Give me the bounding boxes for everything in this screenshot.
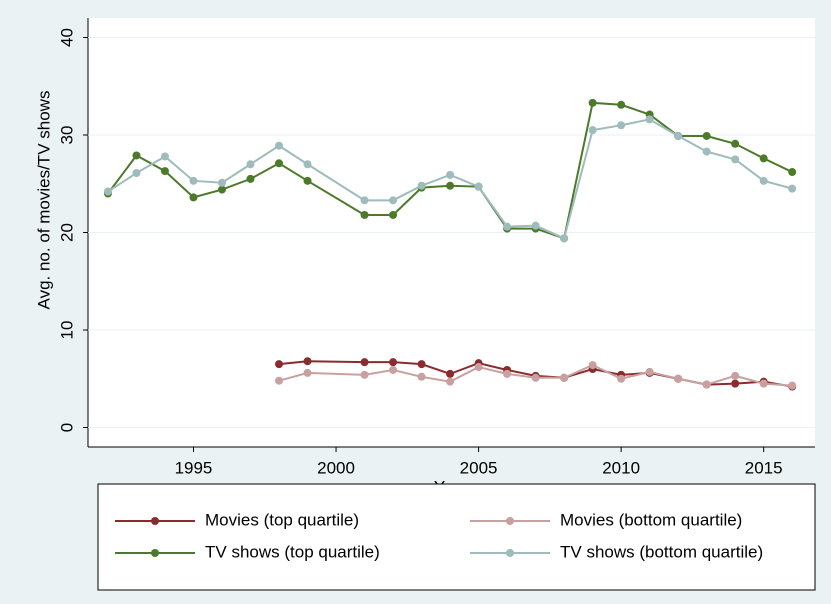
data-point: [617, 374, 626, 383]
data-point: [417, 372, 426, 381]
legend-marker: [506, 549, 514, 557]
data-point: [132, 151, 141, 160]
series-line: [278, 363, 793, 387]
data-point: [389, 358, 398, 367]
series-line: [107, 118, 793, 240]
data-point: [788, 184, 797, 193]
y-tick-label: 10: [57, 321, 76, 340]
data-point: [645, 367, 654, 376]
data-point: [645, 115, 654, 124]
data-point: [303, 368, 312, 377]
data-point: [588, 98, 597, 107]
data-point: [303, 357, 312, 366]
data-point: [189, 193, 198, 202]
legend-label: TV shows (top quartile): [205, 542, 380, 561]
data-point: [731, 371, 740, 380]
y-tick-label: 30: [57, 126, 76, 145]
legend-label: Movies (bottom quartile): [560, 510, 742, 529]
data-point: [160, 167, 169, 176]
data-point: [246, 160, 255, 169]
data-point: [389, 210, 398, 219]
data-point: [474, 182, 483, 191]
data-point: [702, 131, 711, 140]
data-point: [446, 369, 455, 378]
data-point: [275, 141, 284, 150]
data-point: [674, 374, 683, 383]
x-tick-label: 2000: [317, 458, 355, 477]
data-point: [189, 176, 198, 185]
data-point: [788, 381, 797, 390]
data-point: [275, 159, 284, 168]
data-point: [759, 379, 768, 388]
data-point: [560, 234, 569, 243]
data-point: [731, 139, 740, 148]
data-point: [788, 168, 797, 177]
data-point: [303, 160, 312, 169]
data-point: [446, 377, 455, 386]
data-point: [360, 358, 369, 367]
data-point: [503, 222, 512, 231]
data-point: [275, 376, 284, 385]
data-point: [246, 174, 255, 183]
x-tick-label: 1995: [175, 458, 213, 477]
data-point: [360, 370, 369, 379]
x-tick-label: 2005: [460, 458, 498, 477]
data-point: [759, 176, 768, 185]
y-axis-title: Avg. no. of movies/TV shows: [34, 91, 53, 310]
data-point: [731, 379, 740, 388]
data-point: [617, 100, 626, 109]
legend-label: Movies (top quartile): [205, 510, 359, 529]
data-point: [389, 365, 398, 374]
data-point: [132, 169, 141, 178]
data-point: [503, 369, 512, 378]
legend-marker: [151, 549, 159, 557]
y-tick-label: 0: [57, 423, 76, 432]
data-point: [588, 361, 597, 370]
data-point: [446, 170, 455, 179]
x-tick-label: 2015: [745, 458, 783, 477]
data-point: [617, 121, 626, 130]
data-point: [217, 178, 226, 187]
data-point: [759, 154, 768, 163]
data-point: [275, 360, 284, 369]
data-point: [217, 185, 226, 194]
data-point: [588, 126, 597, 135]
data-point: [360, 196, 369, 205]
data-point: [160, 152, 169, 161]
data-point: [560, 373, 569, 382]
data-point: [103, 187, 112, 196]
data-point: [531, 373, 540, 382]
data-point: [474, 363, 483, 372]
x-tick-label: 2010: [602, 458, 640, 477]
legend-marker: [506, 517, 514, 525]
data-point: [702, 147, 711, 156]
y-tick-label: 20: [57, 223, 76, 242]
data-point: [702, 380, 711, 389]
y-tick-label: 40: [57, 28, 76, 47]
data-point: [674, 131, 683, 140]
data-point: [531, 221, 540, 230]
data-point: [417, 181, 426, 190]
data-point: [446, 181, 455, 190]
data-point: [417, 360, 426, 369]
data-point: [731, 155, 740, 164]
legend-label: TV shows (bottom quartile): [560, 542, 763, 561]
legend: [97, 483, 816, 591]
series-line: [107, 101, 793, 240]
data-point: [360, 210, 369, 219]
legend-marker: [151, 517, 159, 525]
data-point: [389, 196, 398, 205]
data-point: [303, 176, 312, 185]
